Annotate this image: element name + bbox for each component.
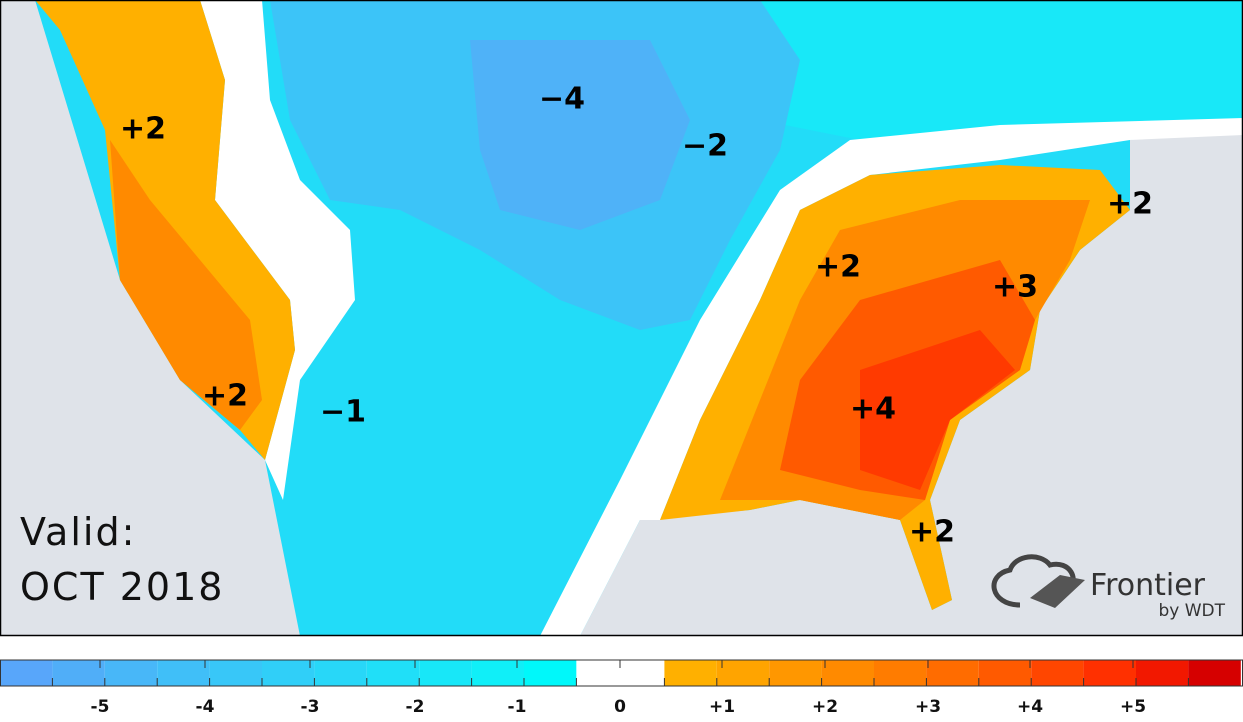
map-label: +2 <box>909 515 955 550</box>
legend: -5 -4 -3 -2 -1 0 +1 +2 +3 +4 +5 <box>0 659 1243 717</box>
logo: Frontier by WDT <box>991 554 1226 621</box>
map-label: +2 <box>120 112 166 147</box>
legend-swatch <box>471 660 524 686</box>
legend-swatch <box>1083 660 1136 686</box>
zone-neutral-east <box>540 118 1243 636</box>
legend-swatch <box>769 660 822 686</box>
zone-warm-east4 <box>860 330 1015 490</box>
legend-label: 0 <box>614 697 626 717</box>
legend-swatch <box>0 660 53 686</box>
legend-label: +2 <box>812 697 838 717</box>
legend-swatch <box>314 660 367 686</box>
legend-swatch <box>926 660 979 686</box>
legend-label: -2 <box>406 697 425 717</box>
legend-swatch <box>157 660 210 686</box>
valid-label: Valid: <box>20 510 136 554</box>
legend-label: -5 <box>91 697 110 717</box>
map-label: −2 <box>682 129 728 164</box>
map-label: −1 <box>320 395 366 430</box>
legend-swatch <box>1031 660 1084 686</box>
map-label: +3 <box>992 270 1038 305</box>
zone-warm2 <box>110 140 262 430</box>
legend-swatch <box>978 660 1032 686</box>
legend-swatch <box>716 660 770 686</box>
legend-swatch <box>262 660 315 686</box>
map-label: +2 <box>202 379 248 414</box>
legend-swatch <box>104 660 158 686</box>
logo-cloud <box>991 554 1076 608</box>
logo-panel <box>1030 575 1085 608</box>
legend-label: -4 <box>196 697 215 717</box>
legend-label: -3 <box>301 697 320 717</box>
valid-date: OCT 2018 <box>20 565 224 609</box>
legend-swatch <box>52 660 105 686</box>
legend-swatch <box>874 660 927 686</box>
legend-swatch <box>524 660 577 686</box>
map-label: +2 <box>815 250 861 285</box>
legend-label: -1 <box>508 697 527 717</box>
zone-blue-dark <box>470 40 690 230</box>
logo-by: by WDT <box>1158 601 1225 621</box>
legend-swatch <box>821 660 874 686</box>
legend-label: +5 <box>1120 697 1146 717</box>
map-label: +4 <box>850 392 896 427</box>
legend-swatch <box>1136 660 1189 686</box>
legend-label: +3 <box>915 697 941 717</box>
map-label: +2 <box>1107 187 1153 222</box>
legend-swatch <box>1188 660 1241 686</box>
zone-cyan <box>760 0 1243 140</box>
map-label: −4 <box>539 82 585 117</box>
legend-label: +4 <box>1017 697 1043 717</box>
legend-swatch <box>419 660 472 686</box>
legend-swatch <box>209 660 262 686</box>
legend-label: +1 <box>709 697 735 717</box>
legend-swatch <box>366 660 420 686</box>
legend-swatch <box>664 660 717 686</box>
zone-neutral <box>200 0 355 500</box>
logo-name: Frontier <box>1090 568 1206 603</box>
